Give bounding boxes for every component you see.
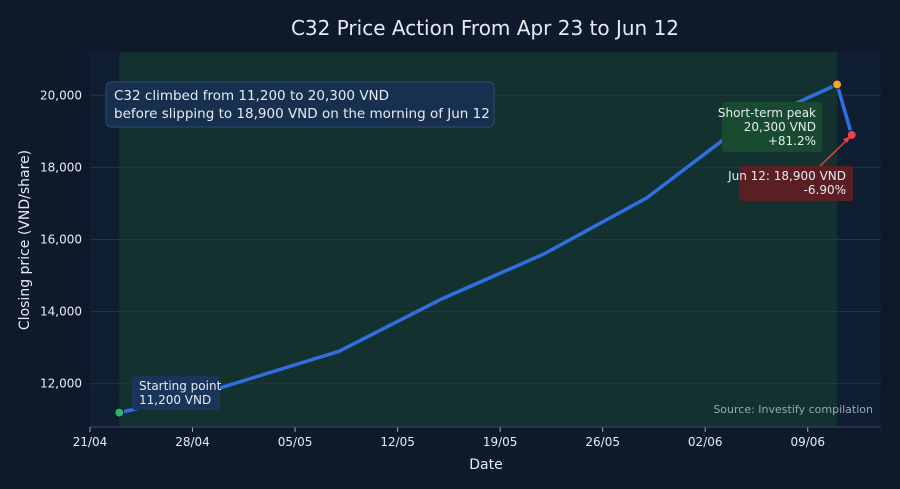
peak-line-2: 20,300 VND bbox=[744, 120, 816, 134]
x-tick-label: 21/04 bbox=[73, 435, 108, 449]
y-axis-ticks: 12,000 14,000 16,000 18,000 20,000 bbox=[40, 88, 82, 390]
peak-annotation: Short-term peak 20,300 VND +81.2% bbox=[718, 102, 822, 152]
last-annotation-arrow bbox=[817, 138, 849, 169]
point-markers bbox=[114, 79, 857, 418]
y-tick-label: 18,000 bbox=[40, 160, 82, 174]
x-axis-ticks: 21/04 28/04 05/05 12/05 19/05 26/05 02/06 09/06 bbox=[73, 427, 825, 449]
summary-line-1: C32 climbed from 11,200 to 20,300 VND bbox=[114, 88, 389, 104]
y-tick-label: 12,000 bbox=[40, 377, 82, 391]
point-marker bbox=[832, 79, 843, 90]
summary-annotation: C32 climbed from 11,200 to 20,300 VND be… bbox=[105, 81, 495, 128]
summary-box bbox=[105, 81, 495, 128]
x-tick-label: 19/05 bbox=[483, 435, 518, 449]
last-annotation: Jun 12: 18,900 VND -6.90% bbox=[727, 136, 853, 201]
y-axis-label: Closing price (VND/share) bbox=[17, 150, 33, 330]
peak-box bbox=[722, 102, 822, 152]
start-annotation: Starting point 11,200 VND bbox=[132, 376, 222, 410]
start-box bbox=[132, 376, 220, 410]
x-tick-label: 02/06 bbox=[688, 435, 723, 449]
start-line-2: 11,200 VND bbox=[139, 393, 211, 407]
x-axis-label: Date bbox=[469, 457, 502, 473]
x-tick-label: 12/05 bbox=[380, 435, 415, 449]
last-box bbox=[739, 166, 853, 201]
summary-line-2: before slipping to 18,900 VND on the mor… bbox=[114, 106, 490, 122]
last-line-1: Jun 12: 18,900 VND bbox=[727, 169, 846, 183]
x-tick-label: 05/05 bbox=[278, 435, 313, 449]
series-line bbox=[117, 82, 854, 415]
start-line-1: Starting point bbox=[139, 379, 222, 393]
x-tick-label: 28/04 bbox=[175, 435, 210, 449]
last-line-2: -6.90% bbox=[804, 183, 846, 197]
peak-line-1: Short-term peak bbox=[718, 106, 816, 120]
x-tick-label: 26/05 bbox=[585, 435, 620, 449]
y-tick-label: 14,000 bbox=[40, 305, 82, 319]
last-annotation-arrowhead bbox=[843, 136, 851, 143]
chart-title: C32 Price Action From Apr 23 to Jun 12 bbox=[291, 16, 679, 40]
source-note: Source: Investify compilation bbox=[713, 403, 873, 416]
y-tick-label: 20,000 bbox=[40, 88, 82, 102]
y-tick-label: 16,000 bbox=[40, 233, 82, 247]
peak-line-3: +81.2% bbox=[768, 134, 816, 148]
x-tick-label: 09/06 bbox=[790, 435, 825, 449]
point-marker bbox=[114, 407, 125, 418]
